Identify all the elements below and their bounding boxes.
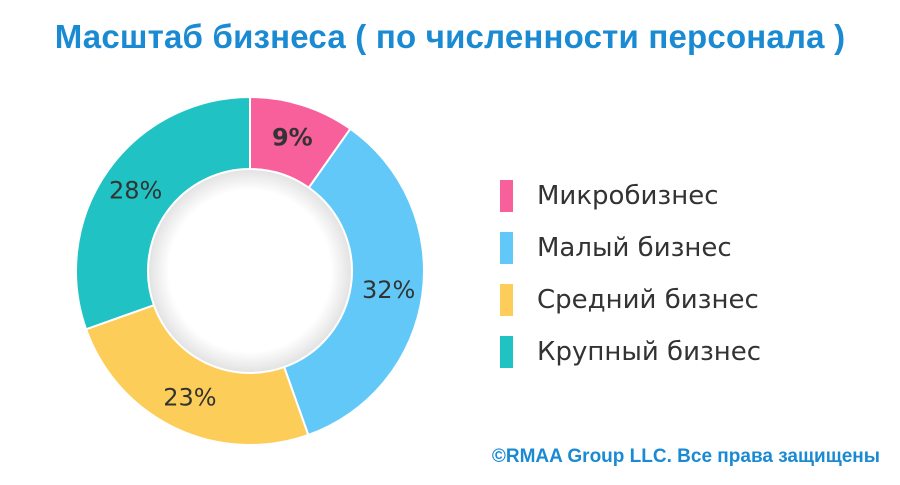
slice-label-large: 28% — [109, 176, 162, 204]
slice-label-micro: 9% — [272, 124, 313, 152]
chart-legend: Микробизнес Малый бизнес Средний бизнес … — [500, 170, 761, 378]
legend-item-small: Малый бизнес — [500, 222, 761, 274]
legend-swatch — [500, 284, 513, 316]
copyright-footer: ©RMAA Group LLC. Все права защищены — [491, 446, 880, 467]
donut-hole — [149, 170, 351, 372]
slice-label-small: 32% — [362, 276, 415, 304]
legend-label: Крупный бизнес — [537, 337, 762, 367]
donut-slice-medium — [84, 303, 310, 446]
legend-label: Микробизнес — [537, 181, 719, 211]
legend-swatch — [500, 232, 513, 264]
legend-item-large: Крупный бизнес — [500, 326, 761, 378]
legend-item-medium: Средний бизнес — [500, 274, 761, 326]
slice-label-medium: 23% — [163, 383, 216, 411]
donut-slice-small — [282, 127, 425, 437]
chart-title: Масштаб бизнеса ( по численности персона… — [54, 18, 846, 55]
donut-slice-large — [75, 95, 251, 331]
legend-swatch — [500, 180, 513, 212]
legend-label: Средний бизнес — [537, 285, 759, 315]
legend-swatch — [500, 336, 513, 368]
legend-item-micro: Микробизнес — [500, 170, 761, 222]
legend-label: Малый бизнес — [537, 233, 732, 263]
